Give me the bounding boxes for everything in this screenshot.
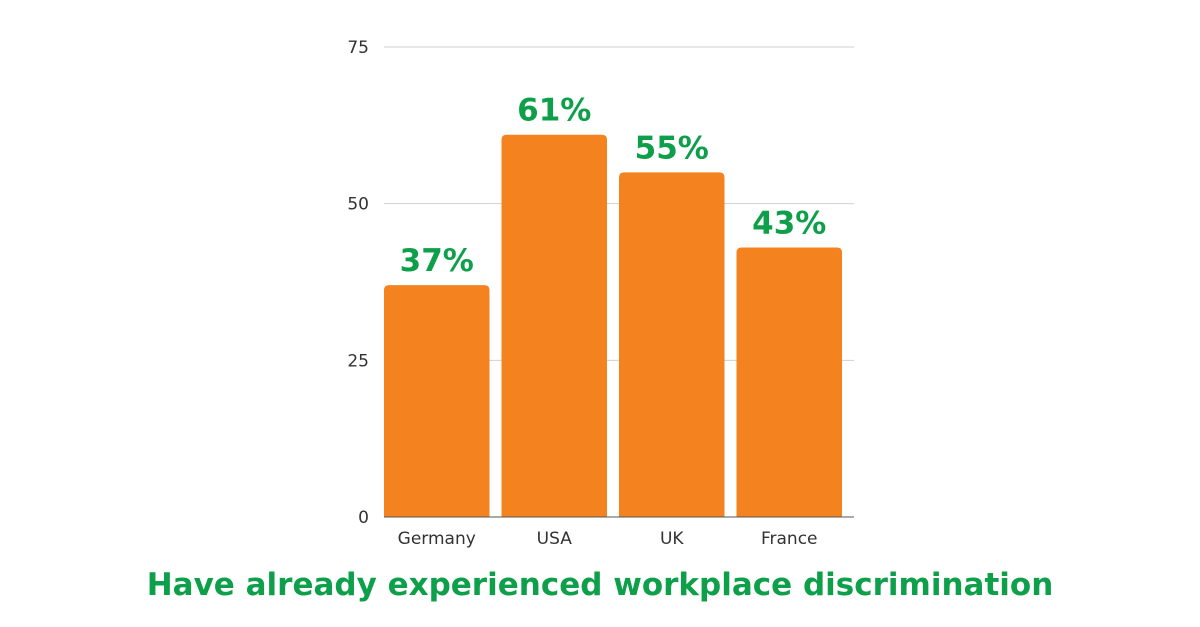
bar-usa <box>501 134 607 517</box>
bars <box>384 134 842 518</box>
data-label: 61% <box>517 93 591 129</box>
category-label: UK <box>660 529 684 549</box>
category-label: France <box>761 529 818 549</box>
y-tick-label: 0 <box>358 508 369 528</box>
y-axis-ticks: 0 25 50 75 <box>347 38 369 528</box>
y-tick-label: 75 <box>347 38 369 58</box>
data-label: 43% <box>752 206 826 242</box>
x-axis-categories: Germany USA UK France <box>398 529 818 549</box>
data-label: 55% <box>635 130 709 166</box>
category-label: Germany <box>398 529 476 549</box>
bar-uk <box>619 172 725 518</box>
chart-title: Have already experienced workplace discr… <box>147 567 1054 603</box>
y-tick-label: 25 <box>347 351 369 371</box>
y-tick-label: 50 <box>347 195 369 215</box>
bar-france <box>736 247 842 518</box>
bar-germany <box>384 285 490 517</box>
data-label: 37% <box>400 243 474 279</box>
data-labels: 37% 61% 55% 43% <box>400 93 827 279</box>
category-label: USA <box>537 529 573 549</box>
